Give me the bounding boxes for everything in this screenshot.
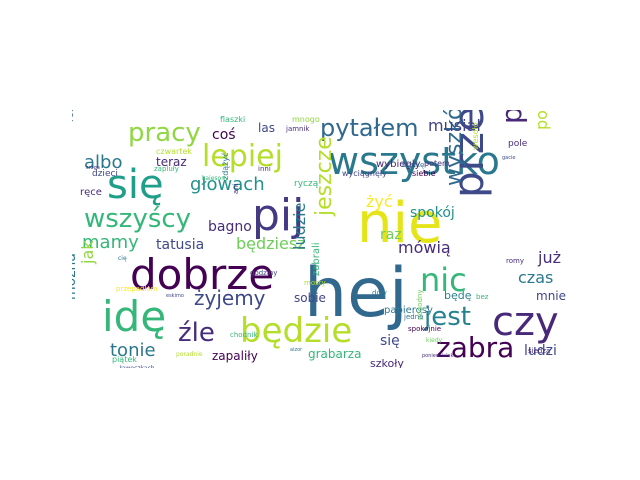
word: czwartek [156,147,193,156]
word: godziny [250,269,278,277]
word: nie [357,191,443,256]
word: hej [304,254,408,333]
word: robić [72,110,76,122]
word: jedno [404,313,424,321]
word: piotrek [495,110,528,124]
word: kaiesony [202,175,229,182]
word: siebie [412,169,436,178]
word: jest [424,302,471,332]
word: ani [232,183,240,194]
word: będę [444,289,472,302]
word: będzie [240,311,353,351]
word: czas [518,268,554,287]
word: czy [492,299,559,345]
word: bagno [208,219,252,235]
word: pytałem [320,114,419,142]
word: doły [372,289,387,297]
word: poradnie [176,351,203,358]
word: wybiegły [376,159,421,170]
word: już [538,248,561,267]
word: się [380,333,400,349]
word: zabra [436,331,515,364]
word: dzieci [92,169,118,179]
word: spokój [410,205,455,221]
word: ludzie [290,202,309,250]
word: poniedziałek [422,353,454,359]
word: przepadłam [116,285,158,293]
word: szkoły [370,357,404,368]
word-cloud: hej nie wszystko pij dobrze się idę prze… [72,110,568,368]
word: się [107,162,164,208]
word: wszyścy [84,204,192,234]
word: gacie [502,155,516,161]
word: spokojnie [408,325,442,333]
word: romy [506,257,524,265]
word: inni [258,165,271,173]
word: coś [212,127,236,143]
word: ryczą [294,179,319,189]
word: będziesz [236,234,306,253]
word: zapaliły [212,349,258,363]
word: chodnik [230,331,258,339]
word: papierosy [384,305,433,316]
word: raz [380,227,402,243]
word: kratkę [402,161,425,169]
word: aizor [290,347,303,353]
word: siedzą [528,347,551,355]
word: zapluły [154,165,179,173]
word: teraz [156,155,187,169]
word: albo [84,152,123,173]
word: źle [178,318,215,348]
word: cię [118,255,127,262]
word: mnie [536,289,567,303]
word: eskimo [166,293,184,299]
word: można [72,252,79,300]
word: sobie [294,291,326,305]
word: lepiej [202,139,283,174]
word: las [258,121,275,135]
word: dobrze [130,250,275,299]
word: bez [476,293,489,301]
word: tatusia [156,237,205,253]
word: wyciągnęły [342,169,387,178]
word: flaszki [220,115,246,124]
word: mówią [398,238,451,257]
word: mosty [304,279,326,287]
word: żyć [366,192,393,211]
word: pij [252,190,305,241]
word: mamy [82,232,139,253]
word: głowach [190,174,265,195]
word: żyjemy [194,286,266,310]
word: jak [78,240,97,264]
word: potem [424,159,450,168]
word: wszystko [328,139,500,183]
word: zabrali [311,242,322,276]
word: piątek [112,355,137,364]
word: wesoło [471,122,480,150]
word: idę [102,292,167,341]
word: ręce [80,187,102,198]
word: musiał [428,116,481,135]
word: tonie [110,340,156,361]
word: jeszcze [312,136,337,216]
word: mnogo [292,115,320,124]
word: nic [420,261,467,299]
word: jamnik [286,125,310,133]
word: ludzi [524,343,557,359]
word: ławeczkach [120,366,155,369]
word: powiedzcie [532,110,551,130]
word: grabarza [308,347,362,361]
word: pracy [128,118,201,148]
word: sroga [86,165,100,171]
word: kiedy [426,337,443,344]
word: pole [508,139,528,149]
